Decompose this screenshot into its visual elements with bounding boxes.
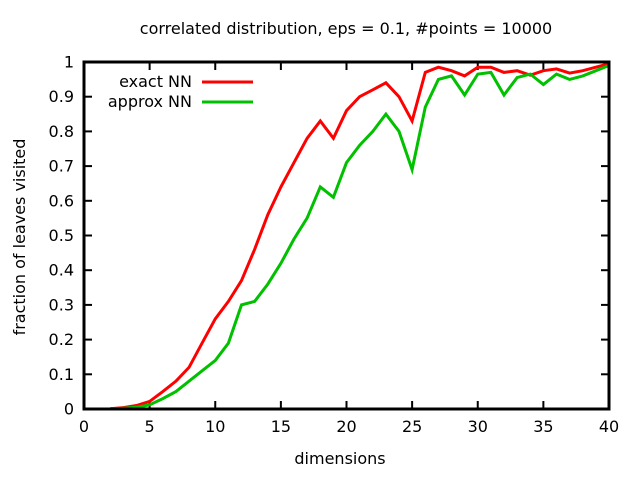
x-tick-label: 20 [336,417,356,436]
x-tick-label: 15 [271,417,291,436]
x-tick-label: 0 [79,417,89,436]
y-tick-label: 0.4 [49,261,74,280]
x-tick-label: 5 [145,417,155,436]
y-axis-label: fraction of leaves visited [10,139,29,336]
y-tick-label: 0.6 [49,191,74,210]
y-tick-label: 0.8 [49,122,74,141]
y-tick-label: 0 [64,400,74,419]
x-tick-label: 40 [599,417,619,436]
y-tick-label: 0.7 [49,157,74,176]
y-tick-label: 0.2 [49,330,74,349]
plot-border [82,60,611,411]
y-tick-label: 0.5 [49,226,74,245]
y-tick-label: 0.1 [49,365,74,384]
series-line-exact-nn [110,62,610,411]
chart-title: correlated distribution, eps = 0.1, #poi… [140,19,552,38]
y-tick-label: 0.3 [49,295,74,314]
legend: exact NN approx NN [108,72,253,111]
x-tick-label: 30 [468,417,488,436]
x-axis-label: dimensions [294,449,385,468]
x-tick-label: 25 [402,417,422,436]
x-tick-label: 35 [533,417,553,436]
plot-area: 0 5 10 15 20 25 30 35 40 0 0.1 0.2 0.3 0.4 0.5 0.6 0.7 0.… [49,53,620,437]
x-tick-label: 10 [205,417,225,436]
legend-label-exact-nn: exact NN [119,72,192,91]
series-line-approx-nn [110,64,610,411]
y-tick-label: 1 [64,53,74,72]
legend-label-approx-nn: approx NN [108,92,192,111]
y-tick-label: 0.9 [49,87,74,106]
